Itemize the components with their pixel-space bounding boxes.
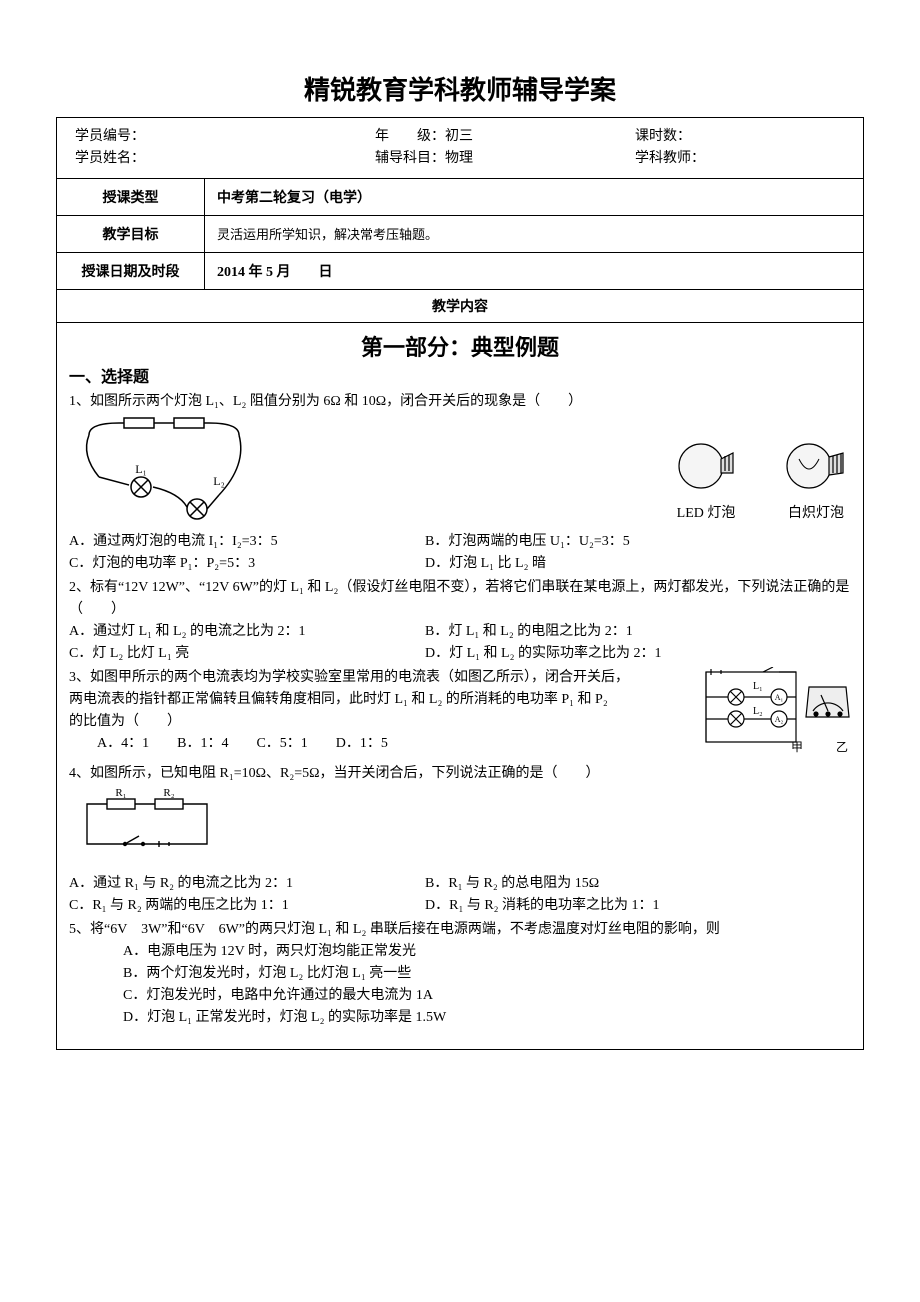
q3-stem1: 3、如图甲所示的两个电流表均为学校实验室里常用的电流表（如图乙所示），闭合开关后… — [69, 667, 695, 689]
q4-opt-b: B．R₁ 与 R₂ 的总电阻为 15Ω — [425, 873, 599, 895]
q1-opt-b: B．灯泡两端的电压 U₁：U₂=3：5 — [425, 531, 630, 553]
q2-opt-b: B．灯 L₁ 和 L₂ 的电阻之比为 2：1 — [425, 621, 633, 643]
goal-label: 教学目标 — [57, 216, 205, 253]
type-value: 中考第二轮复习（电学） — [205, 179, 864, 216]
q3-label-left: 甲 — [791, 740, 803, 753]
date-label: 授课日期及时段 — [57, 253, 205, 290]
q4-figure: R₁ R₂ — [77, 789, 851, 867]
type-label: 授课类型 — [57, 179, 205, 216]
question-2: 2、标有“12V 12W”、“12V 6W”的灯 L₁ 和 L₂（假设灯丝电阻不… — [69, 577, 851, 665]
q4-opt-a: A．通过 R₁ 与 R₂ 的电流之比为 2：1 — [69, 873, 389, 895]
svg-text:A₂: A₂ — [775, 715, 784, 724]
svg-text:L₂: L₂ — [213, 474, 225, 488]
q5-opt-c: C．灯泡发光时，电路中允许通过的最大电流为 1A — [123, 985, 851, 1007]
svg-text:L₁: L₁ — [135, 462, 147, 476]
doc-title: 精锐教育学科教师辅导学案 — [56, 70, 864, 107]
question-4: 4、如图所示，已知电阻 R₁=10Ω、R₂=5Ω，当开关闭合后，下列说法正确的是… — [69, 763, 851, 917]
q3-stem3: 的比值为（ ） — [69, 711, 695, 733]
q5-stem: 5、将“6V 3W”和“6V 6W”的两只灯泡 L₁ 和 L₂ 串联后接在电源两… — [69, 919, 851, 941]
q2-opt-c: C．灯 L₂ 比灯 L₁ 亮 — [69, 643, 389, 665]
svg-text:L₂: L₂ — [753, 706, 763, 717]
subject-label: 辅导科目： — [375, 151, 445, 166]
page: 精锐教育学科教师辅导学案 学员编号： 年 级：初三 课时数： 学员姓名： 辅 — [0, 0, 920, 1302]
q1-stem: 1、如图所示两个灯泡 L₁、L₂ 阻值分别为 6Ω 和 10Ω，闭合开关后的现象… — [69, 391, 851, 413]
svg-text:A₁: A₁ — [775, 693, 784, 702]
q2-opt-a: A．通过灯 L₁ 和 L₂ 的电流之比为 2：1 — [69, 621, 389, 643]
q2-stem: 2、标有“12V 12W”、“12V 6W”的灯 L₁ 和 L₂（假设灯丝电阻不… — [69, 577, 851, 621]
q2-opt-d: D．灯 L₁ 和 L₂ 的实际功率之比为 2：1 — [425, 643, 661, 665]
q5-opt-d: D．灯泡 L₁ 正常发光时，灯泡 L₂ 的实际功率是 1.5W — [123, 1007, 851, 1029]
q5-opt-a: A．电源电压为 12V 时，两只灯泡均能正常发光 — [123, 941, 851, 963]
goal-value: 灵活运用所学知识，解决常考压轴题。 — [205, 216, 864, 253]
q1-led-figure: LED 灯泡 — [671, 431, 741, 525]
section1-heading: 一、选择题 — [69, 367, 851, 389]
q3-figure: A₁ A₂ L₁ L₂ — [701, 667, 851, 761]
part-title: 第一部分：典型例题 — [69, 337, 851, 359]
q4-opt-d: D．R₁ 与 R₂ 消耗的电功率之比为 1：1 — [425, 895, 660, 917]
student-name-label: 学员姓名： — [75, 151, 145, 166]
q4-opt-c: C．R₁ 与 R₂ 两端的电压之比为 1：1 — [69, 895, 389, 917]
q3-label-right: 乙 — [836, 740, 848, 753]
q3-opts: A．4：1 B．1：4 C．5：1 D．1：5 — [69, 733, 695, 755]
student-id-label: 学员编号： — [75, 129, 145, 144]
content-header: 教学内容 — [57, 290, 864, 323]
hours-label: 课时数： — [635, 129, 691, 144]
question-3: 3、如图甲所示的两个电流表均为学校实验室里常用的电流表（如图乙所示），闭合开关后… — [69, 667, 851, 761]
question-5: 5、将“6V 3W”和“6V 6W”的两只灯泡 L₁ 和 L₂ 串联后接在电源两… — [69, 919, 851, 1029]
teacher-label: 学科教师： — [635, 151, 705, 166]
q3-stem2: 两电流表的指针都正常偏转且偏转角度相同，此时灯 L₁ 和 L₂ 的所消耗的电功率… — [69, 689, 695, 711]
q1-led-label: LED 灯泡 — [671, 503, 741, 525]
q4-stem: 4、如图所示，已知电阻 R₁=10Ω、R₂=5Ω，当开关闭合后，下列说法正确的是… — [69, 763, 851, 785]
subject-value: 物理 — [445, 151, 473, 166]
q1-incan-label: 白炽灯泡 — [781, 503, 851, 525]
q1-incandescent-figure: 白炽灯泡 — [781, 431, 851, 525]
q1-opt-a: A．通过两灯泡的电流 I₁：I₂=3：5 — [69, 531, 389, 553]
content-body: 第一部分：典型例题 一、选择题 1、如图所示两个灯泡 L₁、L₂ 阻值分别为 6… — [57, 323, 864, 1050]
svg-text:L₁: L₁ — [753, 681, 763, 692]
q1-circuit-figure: L₁ L₂ — [69, 415, 259, 525]
svg-text:R₁: R₁ — [115, 789, 126, 799]
date-value: 2014 年 5 月 日 — [205, 253, 864, 290]
q1-opt-d: D．灯泡 L₁ 比 L₂ 暗 — [425, 553, 546, 575]
question-1: 1、如图所示两个灯泡 L₁、L₂ 阻值分别为 6Ω 和 10Ω，闭合开关后的现象… — [69, 391, 851, 575]
header-info: 学员编号： 年 级：初三 课时数： 学员姓名： 辅导科目：物理 学科教师： — [57, 118, 863, 178]
grade-value: 初三 — [445, 129, 473, 144]
q5-opt-b: B．两个灯泡发光时，灯泡 L₂ 比灯泡 L₁ 亮一些 — [123, 963, 851, 985]
lesson-table: 学员编号： 年 级：初三 课时数： 学员姓名： 辅导科目：物理 学科教师： — [56, 117, 864, 1050]
grade-label: 年 级： — [375, 129, 445, 144]
svg-text:R₂: R₂ — [163, 789, 174, 799]
q1-opt-c: C．灯泡的电功率 P₁：P₂=5：3 — [69, 553, 389, 575]
